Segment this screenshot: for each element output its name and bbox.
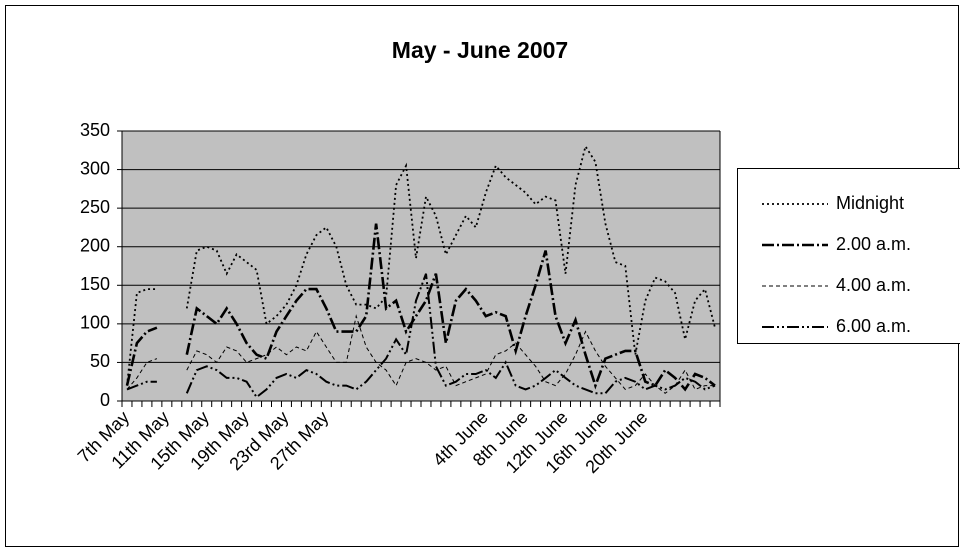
- series-line: [125, 223, 716, 392]
- legend-label: 6.00 a.m.: [836, 316, 911, 336]
- legend: [737, 168, 960, 344]
- series-line: [126, 273, 716, 399]
- legend-label: Midnight: [836, 193, 904, 213]
- y-tick-label: 250: [80, 197, 110, 217]
- legend-label: 4.00 a.m.: [836, 275, 911, 295]
- legend-label: 2.00 a.m.: [836, 234, 911, 254]
- plot-area: [122, 131, 720, 401]
- series-line: [126, 144, 716, 386]
- y-tick-label: 300: [80, 158, 110, 178]
- chart-title: May - June 2007: [392, 37, 568, 63]
- y-tick-label: 350: [80, 120, 110, 140]
- y-tick-label: 0: [100, 390, 110, 410]
- y-tick-label: 100: [80, 313, 110, 333]
- y-tick-label: 200: [80, 235, 110, 255]
- y-tick-label: 50: [90, 351, 110, 371]
- series-line: [126, 314, 715, 394]
- y-tick-label: 150: [80, 274, 110, 294]
